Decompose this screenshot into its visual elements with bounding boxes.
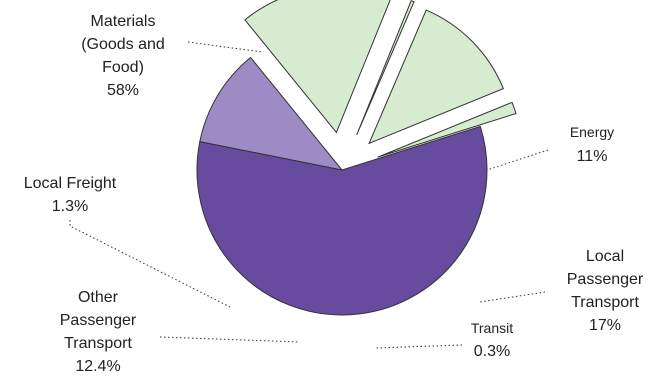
leader-local-passenger — [479, 291, 546, 303]
slice-local-freight — [377, 101, 517, 158]
label-other-passenger-line-3: Transport — [64, 335, 132, 352]
leader-lines — [69, 41, 549, 349]
label-other-passenger-line-1: Other — [78, 289, 119, 306]
slice-energy — [199, 56, 344, 171]
label-materials-line-1: Materials — [91, 13, 156, 30]
slice-materials — [196, 125, 488, 316]
label-materials-line-2: (Goods and — [81, 36, 165, 53]
label-energy-value: 11% — [577, 148, 608, 165]
label-transit-value: 0.3% — [474, 343, 510, 360]
label-materials: Materials (Goods and Food) 58% — [81, 13, 165, 99]
label-other-passenger-line-2: Passenger — [60, 312, 137, 329]
slice-other-passenger — [368, 9, 505, 145]
label-local-passenger-line-2: Passenger — [567, 271, 644, 288]
label-local-freight-value: 1.3% — [52, 198, 88, 215]
label-local-passenger: Local Passenger Transport 17% — [567, 248, 644, 334]
leader-transit — [375, 344, 463, 349]
label-local-passenger-line-1: Local — [586, 248, 624, 265]
label-local-freight: Local Freight 1.3% — [24, 175, 117, 215]
label-materials-value: 58% — [107, 82, 139, 99]
label-other-passenger: Other Passenger Transport 12.4% — [60, 289, 137, 375]
label-local-freight-line-1: Local Freight — [24, 175, 117, 192]
slices-layer — [196, 0, 517, 316]
leader-materials — [187, 41, 263, 53]
label-transit: Transit 0.3% — [471, 320, 513, 360]
label-transit-line-1: Transit — [471, 320, 513, 336]
label-materials-line-3: Food) — [102, 59, 144, 76]
label-energy: Energy 11% — [570, 124, 614, 165]
label-energy-line-1: Energy — [570, 124, 614, 140]
label-local-passenger-value: 17% — [589, 317, 621, 334]
slice-local-passenger — [244, 0, 391, 134]
slice-transit — [356, 0, 415, 136]
leader-energy — [486, 149, 549, 171]
label-local-passenger-line-3: Transport — [571, 294, 639, 311]
leader-other-passenger — [159, 336, 301, 343]
label-other-passenger-value: 12.4% — [75, 358, 120, 375]
